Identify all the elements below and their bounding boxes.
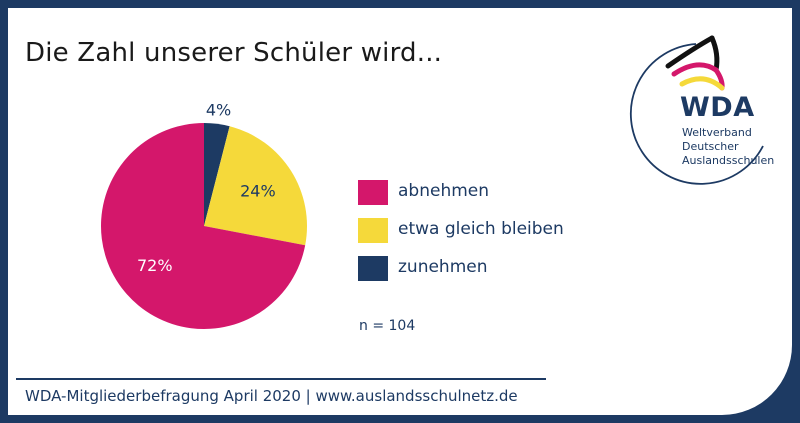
pie-data-label-etwa-gleich-bleiben: 24%	[240, 181, 276, 200]
legend-label-etwa-gleich-bleiben: etwa gleich bleiben	[398, 219, 564, 239]
pie-data-label-zunehmen: 4%	[206, 100, 231, 119]
chart-title: Die Zahl unserer Schüler wird...	[25, 38, 443, 68]
chart-card: Die Zahl unserer Schüler wird... 4% 24% 72…	[8, 8, 792, 415]
logo-subtitle-line: Deutscher	[682, 140, 739, 153]
legend-swatch-etwa-gleich-bleiben	[358, 218, 388, 243]
legend-swatch-abnehmen	[358, 180, 388, 205]
footer-divider	[16, 378, 546, 380]
legend-swatch-zunehmen	[358, 256, 388, 281]
logo-subtitle: Weltverband Deutscher Auslandsschulen	[682, 126, 774, 168]
pie-slice-abnehmen	[101, 123, 306, 330]
footer-source: WDA-Mitgliederbefragung April 2020 | www…	[25, 387, 518, 405]
pie-chart: 4% 24% 72%	[101, 100, 307, 330]
pie-slice-zunehmen	[204, 123, 230, 226]
legend-label-zunehmen: zunehmen	[398, 257, 488, 277]
logo-wordmark: WDA	[680, 92, 755, 123]
logo-subtitle-line: Auslandsschulen	[682, 154, 775, 167]
pie-data-label-abnehmen: 72%	[137, 256, 173, 275]
pie-slice-etwa-gleich-bleiben	[204, 126, 307, 246]
sample-size-note: n = 104	[359, 318, 416, 334]
logo-subtitle-line: Weltverband	[682, 126, 752, 139]
wda-logo-icon	[629, 35, 764, 185]
legend-label-abnehmen: abnehmen	[398, 181, 490, 201]
